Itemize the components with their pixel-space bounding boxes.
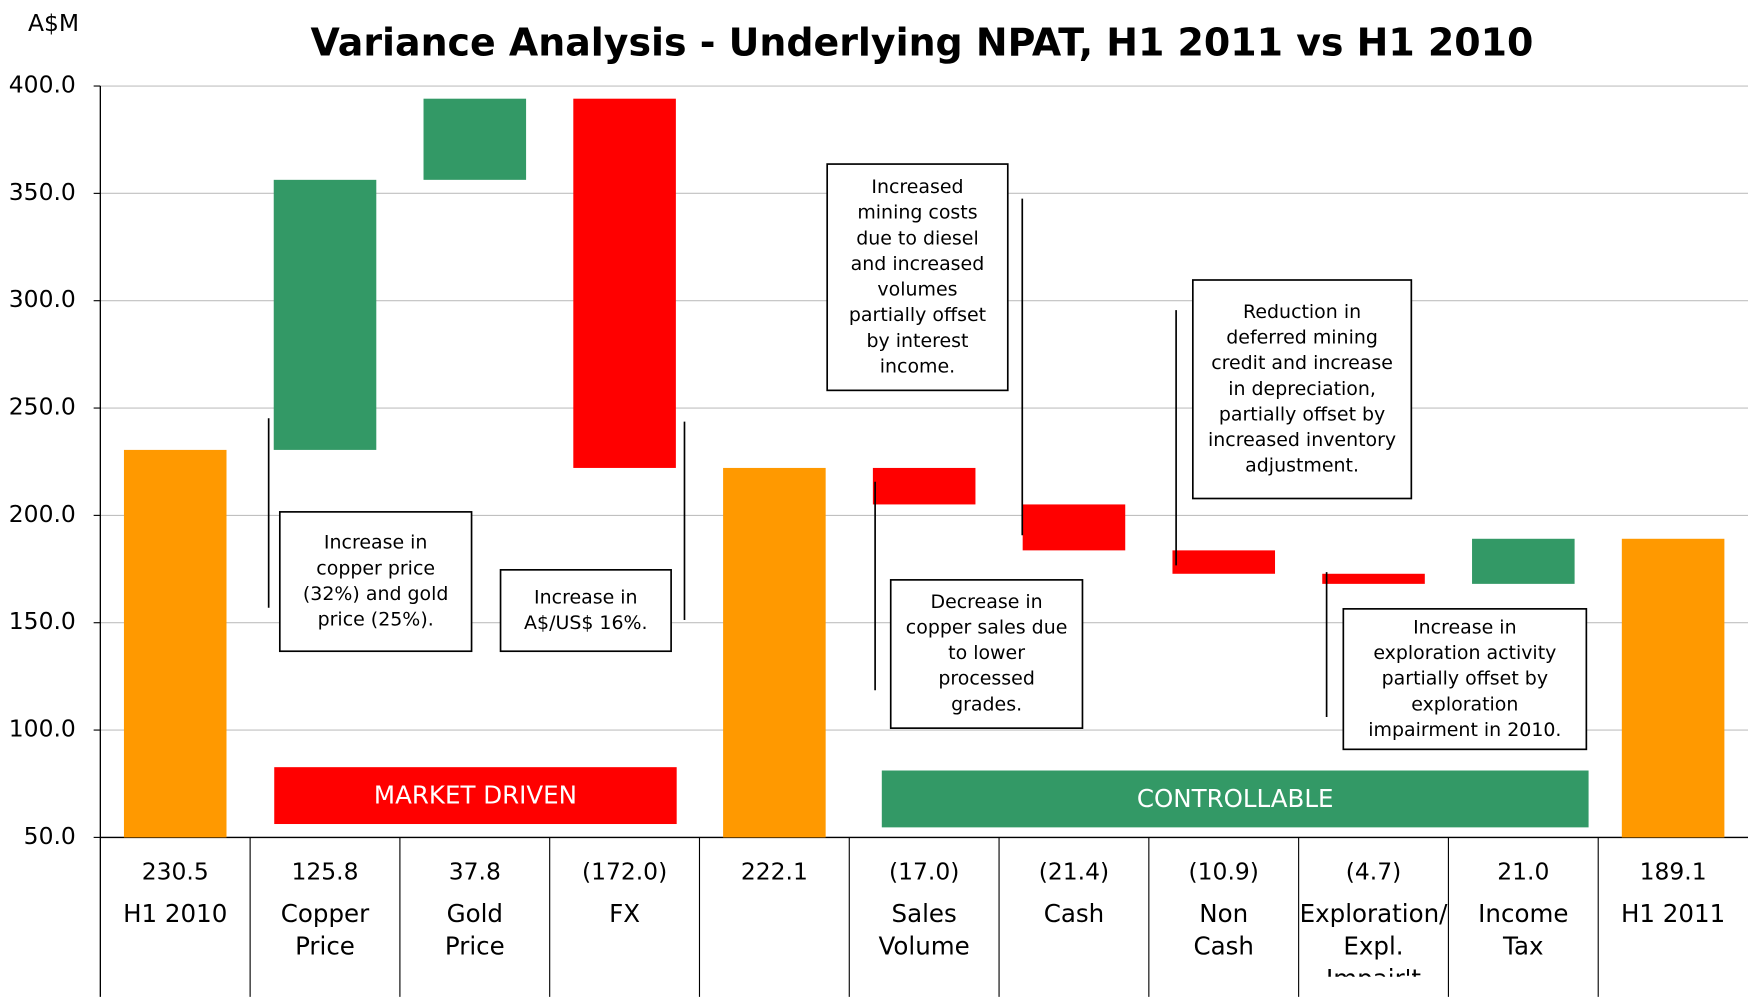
annotation-box xyxy=(1191,279,1413,500)
value-label: (21.4) xyxy=(1039,858,1109,886)
annotation-text-frame: Increase in copper price (32%) and gold … xyxy=(302,531,449,631)
bar xyxy=(1621,538,1725,838)
category-label: Sales Volume xyxy=(878,900,970,962)
bar xyxy=(1472,538,1575,584)
annotation-box xyxy=(499,569,672,653)
value-label: (17.0) xyxy=(889,858,959,886)
annotation-text: Increased mining costs due to diesel and… xyxy=(848,175,987,378)
annotation-box xyxy=(826,163,1009,392)
bar xyxy=(123,449,227,838)
value-label: 222.1 xyxy=(741,858,808,886)
y-tick-label: 300.0 xyxy=(9,285,76,313)
y-tick-label: 200.0 xyxy=(9,500,76,528)
annotation-text-frame: Reduction in deferred mining credit and … xyxy=(1208,300,1397,477)
value-label: (4.7) xyxy=(1346,858,1402,886)
annotation-box xyxy=(278,511,473,653)
category-label-frame: Exploration/ Expl. Impair't xyxy=(1299,900,1448,977)
bar xyxy=(1172,550,1276,574)
category-label: H1 2011 xyxy=(1620,900,1726,929)
annotation-text-frame: Increase in A$/US$ 16%. xyxy=(524,586,648,634)
value-label: 37.8 xyxy=(449,858,501,886)
category-label-frame: Cash xyxy=(1043,900,1105,929)
group-band xyxy=(881,770,1589,828)
category-label-frame: H1 2011 xyxy=(1620,900,1726,929)
category-label: Income Tax xyxy=(1478,900,1569,962)
category-label: FX xyxy=(609,900,641,929)
value-label: 21.0 xyxy=(1497,858,1549,886)
y-tick-label: 250.0 xyxy=(9,393,76,421)
annotation-text: Increase in A$/US$ 16%. xyxy=(524,586,648,634)
category-label-frame: H1 2010 xyxy=(123,900,228,929)
y-tick-label: 150.0 xyxy=(9,607,76,635)
group-label: MARKET DRIVEN xyxy=(374,781,577,810)
y-tick-label: 400.0 xyxy=(9,71,76,99)
annotation-text-frame: Increased mining costs due to diesel and… xyxy=(848,175,987,378)
category-label-frame: Non Cash xyxy=(1193,900,1254,962)
category-label-frame: Copper Price xyxy=(280,900,370,962)
y-tick-label: 50.0 xyxy=(24,822,76,850)
annotation-text: Decrease in copper sales due to lower pr… xyxy=(905,591,1068,716)
category-label-frame: Gold Price xyxy=(444,900,505,962)
annotation-box xyxy=(889,579,1084,729)
bar xyxy=(872,467,976,505)
annotation-text: Reduction in deferred mining credit and … xyxy=(1208,300,1397,477)
bar xyxy=(273,179,377,450)
annotation-text-frame: Decrease in copper sales due to lower pr… xyxy=(905,591,1068,716)
category-label: Copper Price xyxy=(280,900,370,962)
value-label: (10.9) xyxy=(1189,858,1259,886)
bar xyxy=(723,467,826,838)
value-label: 189.1 xyxy=(1640,858,1707,886)
value-label: (172.0) xyxy=(582,858,667,886)
category-label: Cash xyxy=(1043,900,1105,929)
category-label: H1 2010 xyxy=(123,900,228,929)
value-label: 230.5 xyxy=(142,858,209,886)
y-tick-label: 350.0 xyxy=(9,178,76,206)
bar xyxy=(1022,504,1126,551)
chart-title: Variance Analysis - Underlying NPAT, H1 … xyxy=(311,20,1534,64)
annotation-text-frame: Increase in exploration activity partial… xyxy=(1368,616,1562,741)
value-label: 125.8 xyxy=(292,858,359,886)
category-label-frame: FX xyxy=(609,900,641,929)
category-label-frame: Income Tax xyxy=(1478,900,1569,962)
annotation-text: Increase in exploration activity partial… xyxy=(1368,616,1562,741)
annotation-box xyxy=(1342,608,1588,751)
bar xyxy=(1322,573,1425,584)
category-label-frame: Sales Volume xyxy=(878,900,970,962)
category-label: Non Cash xyxy=(1193,900,1254,962)
y-tick-label: 100.0 xyxy=(9,715,76,743)
annotation-text: Increase in copper price (32%) and gold … xyxy=(302,531,449,631)
group-band xyxy=(274,767,677,825)
bar xyxy=(423,98,527,180)
group-label: CONTROLLABLE xyxy=(1137,784,1334,813)
bar xyxy=(573,98,676,468)
category-label: Exploration/ Expl. Impair't xyxy=(1299,900,1448,977)
category-label: Gold Price xyxy=(444,900,505,962)
y-axis-label: A$M xyxy=(28,9,79,37)
